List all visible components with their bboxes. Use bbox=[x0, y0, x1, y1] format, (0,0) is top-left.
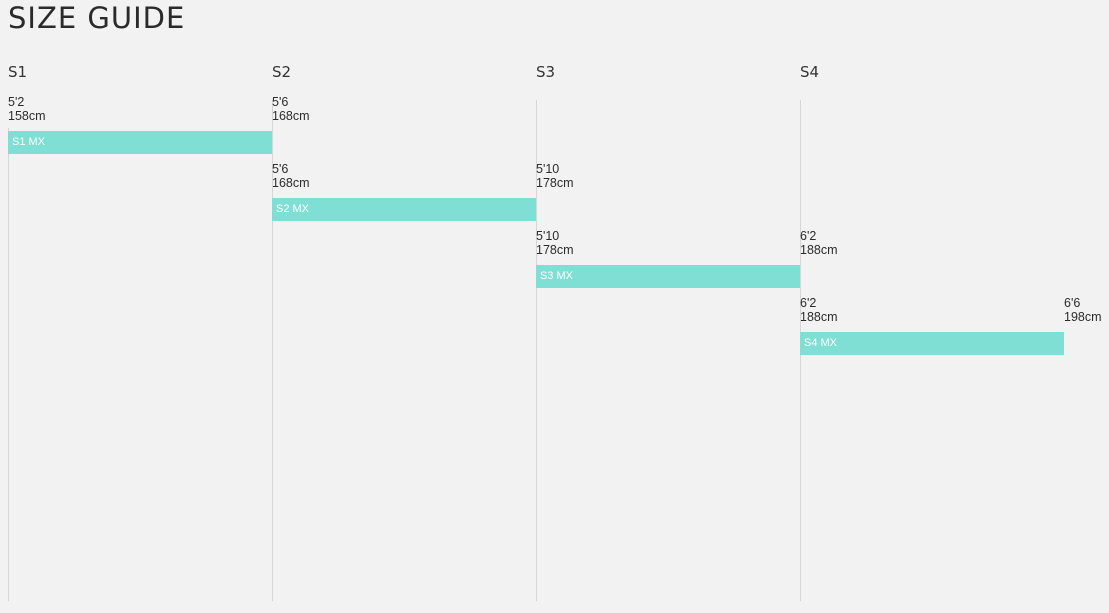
bar-label: S3 MX bbox=[540, 270, 574, 282]
height-cm: 188cm bbox=[800, 310, 838, 324]
size-bar-s3-mx: S3 MX bbox=[536, 265, 800, 288]
height-label-min: 6'2 188cm bbox=[800, 296, 838, 324]
height-feet: 5'6 bbox=[272, 162, 289, 176]
height-cm: 198cm bbox=[1064, 310, 1102, 324]
height-feet: 5'6 bbox=[272, 95, 289, 109]
height-label-max: 6'2 188cm bbox=[800, 229, 838, 257]
size-bar-s1-mx: S1 MX bbox=[8, 131, 272, 154]
height-cm: 178cm bbox=[536, 176, 574, 190]
height-label-max: 6'6 198cm bbox=[1064, 296, 1102, 324]
height-label-max: 5'6 168cm bbox=[272, 95, 310, 123]
column-header-s3: S3 bbox=[536, 63, 556, 81]
size-bar-s4-mx: S4 MX bbox=[800, 332, 1064, 355]
column-guide-line bbox=[8, 128, 9, 601]
height-label-min: 5'10 178cm bbox=[536, 229, 574, 257]
height-cm: 178cm bbox=[536, 243, 574, 257]
bar-label: S2 MX bbox=[276, 203, 310, 215]
height-feet: 5'10 bbox=[536, 162, 560, 176]
column-guide-line bbox=[272, 100, 273, 601]
height-cm: 188cm bbox=[800, 243, 838, 257]
bar-label: S1 MX bbox=[12, 136, 46, 148]
height-feet: 6'6 bbox=[1064, 296, 1081, 310]
height-cm: 168cm bbox=[272, 109, 310, 123]
height-label-max: 5'10 178cm bbox=[536, 162, 574, 190]
column-header-s1: S1 bbox=[8, 63, 28, 81]
height-label-min: 5'6 168cm bbox=[272, 162, 310, 190]
height-feet: 6'2 bbox=[800, 229, 817, 243]
bar-label: S4 MX bbox=[804, 337, 838, 349]
height-cm: 168cm bbox=[272, 176, 310, 190]
size-bar-s2-mx: S2 MX bbox=[272, 198, 536, 221]
height-label-min: 5'2 158cm bbox=[8, 95, 46, 123]
height-feet: 5'10 bbox=[536, 229, 560, 243]
height-feet: 6'2 bbox=[800, 296, 817, 310]
column-guide-line bbox=[536, 100, 537, 601]
column-header-s4: S4 bbox=[800, 63, 820, 81]
height-cm: 158cm bbox=[8, 109, 46, 123]
column-header-s2: S2 bbox=[272, 63, 292, 81]
height-feet: 5'2 bbox=[8, 95, 25, 109]
page-title: SIZE GUIDE bbox=[8, 1, 186, 35]
